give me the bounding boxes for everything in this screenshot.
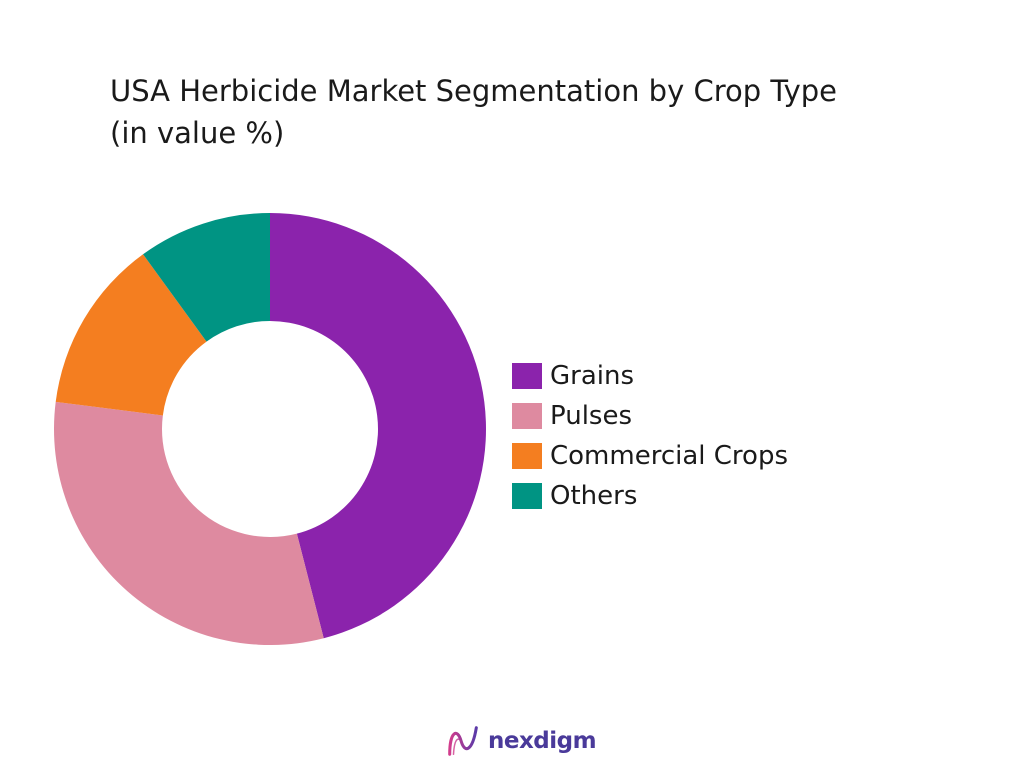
legend-swatch-commercial-crops (512, 443, 542, 469)
legend-swatch-pulses (512, 403, 542, 429)
legend-item-grains: Grains (512, 356, 788, 396)
legend-swatch-grains (512, 363, 542, 389)
donut-slice-pulses (54, 401, 324, 645)
donut-slice-grains (270, 213, 487, 639)
legend-label-grains: Grains (550, 361, 635, 391)
legend-label-others: Others (550, 481, 638, 511)
legend-item-commercial-crops: Commercial Crops (512, 436, 788, 476)
chart-title-line-2: (in value %) (110, 116, 285, 150)
nexdigm-wave-logo-icon (448, 726, 478, 756)
legend-item-others: Others (512, 476, 788, 516)
chart-title-line-1: USA Herbicide Market Segmentation by Cro… (110, 74, 837, 108)
legend-label-commercial-crops: Commercial Crops (550, 441, 788, 471)
donut-slice-others (143, 213, 270, 342)
legend-item-pulses: Pulses (512, 396, 788, 436)
chart-legend: Grains Pulses Commercial Crops Others (512, 356, 788, 516)
brand-footer: nexdigm (444, 722, 597, 760)
legend-label-pulses: Pulses (550, 401, 633, 431)
chart-title: USA Herbicide Market Segmentation by Cro… (110, 70, 990, 154)
legend-swatch-others (512, 483, 542, 509)
brand-name: nexdigm (488, 728, 597, 754)
donut-slice-commercial-crops (55, 254, 207, 416)
